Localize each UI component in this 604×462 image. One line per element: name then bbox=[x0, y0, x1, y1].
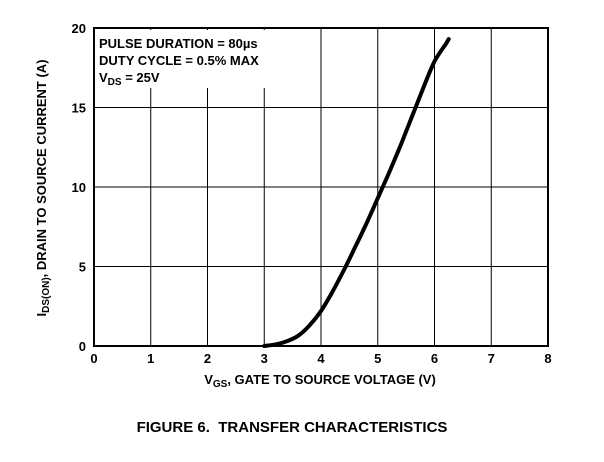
x-tick-label-6: 6 bbox=[431, 351, 438, 366]
series-layer bbox=[262, 37, 451, 348]
y-tick-label-3: 15 bbox=[72, 101, 86, 116]
y-tick-label-4: 20 bbox=[72, 21, 86, 36]
annotation-duty-cycle: DUTY CYCLE = 0.5% MAX bbox=[99, 53, 259, 68]
x-tick-labels: 0 1 2 3 4 5 6 7 8 bbox=[90, 351, 551, 366]
x-tick-label-8: 8 bbox=[544, 351, 551, 366]
series-line-0 bbox=[262, 37, 451, 348]
annotation-vds: VDS = 25V bbox=[99, 70, 160, 88]
annotation-pulse-duration: PULSE DURATION = 80µs bbox=[99, 36, 258, 51]
x-tick-label-1: 1 bbox=[147, 351, 154, 366]
x-tick-label-5: 5 bbox=[374, 351, 381, 366]
x-axis-label: VGS, GATE TO SOURCE VOLTAGE (V) bbox=[204, 372, 436, 390]
y-tick-labels: 0 5 10 15 20 bbox=[72, 21, 86, 354]
y-tick-label-1: 5 bbox=[79, 260, 86, 275]
figure-caption: FIGURE 6. TRANSFER CHARACTERISTICS bbox=[137, 419, 448, 436]
x-tick-label-3: 3 bbox=[261, 351, 268, 366]
plot-frame bbox=[93, 27, 549, 347]
x-tick-label-4: 4 bbox=[317, 351, 325, 366]
annotation-box bbox=[96, 30, 296, 88]
x-tick-label-2: 2 bbox=[204, 351, 211, 366]
x-tick-label-7: 7 bbox=[488, 351, 495, 366]
y-tick-label-2: 10 bbox=[72, 180, 86, 195]
y-axis-label: IDS(ON), DRAIN TO SOURCE CURRENT (A) bbox=[34, 59, 52, 316]
y-tick-label-0: 0 bbox=[79, 339, 86, 354]
x-tick-label-0: 0 bbox=[90, 351, 97, 366]
